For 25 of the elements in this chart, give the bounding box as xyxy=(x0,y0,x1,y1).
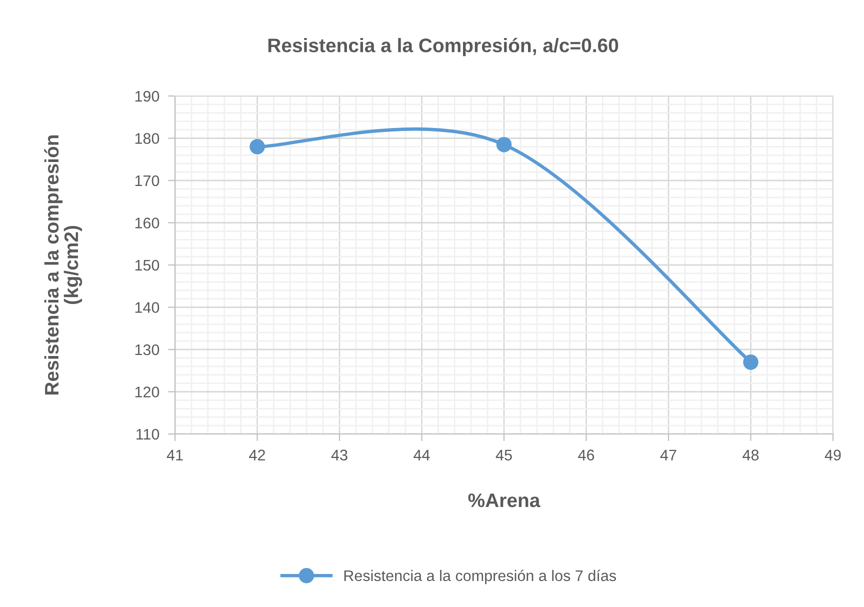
x-tick-label: 47 xyxy=(660,450,676,460)
y-tick-label: 160 xyxy=(135,218,160,228)
chart-title: Resistencia a la Compresión, a/c=0.60 xyxy=(268,38,618,56)
y-tick-label: 130 xyxy=(135,344,160,356)
legend-label: Resistencia a la compresión a los 7 días xyxy=(344,570,616,584)
x-tick-label: 41 xyxy=(166,450,183,460)
x-tick-label: 44 xyxy=(414,450,430,460)
x-axis-title: %Arena xyxy=(468,494,540,508)
y-tick-label: 190 xyxy=(135,90,160,102)
point xyxy=(496,136,512,152)
x-tick-label: 42 xyxy=(249,450,265,460)
x-tick-label: 46 xyxy=(578,450,594,460)
y-tick-label: 170 xyxy=(135,175,160,186)
y-tick-label: 120 xyxy=(135,386,160,398)
x-tick-label: 45 xyxy=(496,450,512,460)
y-axis-title: Resistencia a la compresión (kg/cm2) xyxy=(44,135,82,394)
x-tick-label: 48 xyxy=(742,450,759,460)
x-tick-label: 49 xyxy=(824,450,841,460)
x-tick-label: 43 xyxy=(331,450,348,460)
point xyxy=(743,354,758,370)
y-tick-label: 180 xyxy=(135,133,160,144)
point xyxy=(250,139,265,154)
y-tick-label: 110 xyxy=(136,428,160,440)
y-tick-label: 140 xyxy=(135,302,160,313)
y-tick-label: 150 xyxy=(135,260,160,271)
